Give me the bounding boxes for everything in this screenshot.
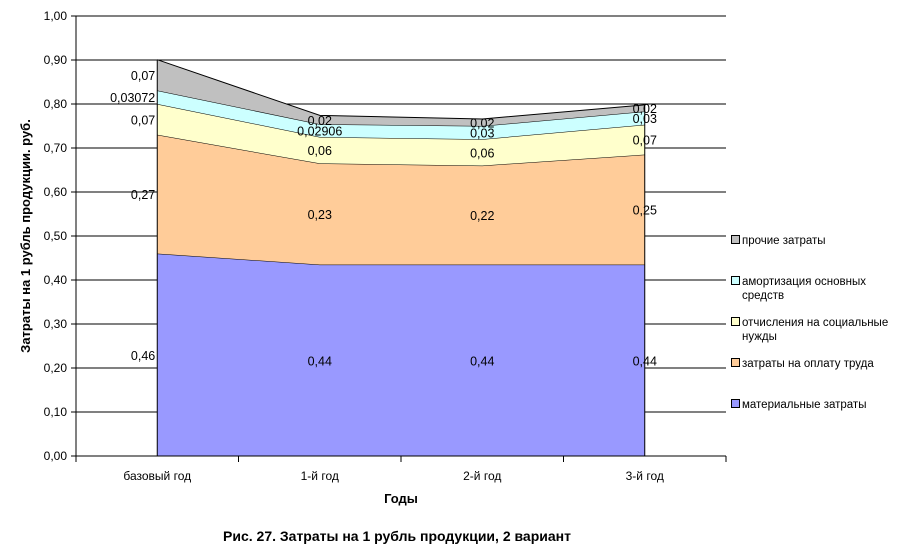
- legend-label: затраты на оплату труда: [742, 358, 874, 370]
- area-series: [157, 104, 645, 166]
- data-label: 0,06: [308, 144, 332, 158]
- legend-swatch: [731, 235, 740, 244]
- legend-item: затраты на оплату труда: [731, 353, 896, 394]
- y-tick-label: 0,90: [44, 53, 68, 67]
- legend-label: прочие затраты: [742, 235, 826, 247]
- area-series: [157, 59, 645, 127]
- data-label: 0,25: [633, 204, 657, 218]
- legend-label: отчисления на социальные нужды: [742, 317, 889, 343]
- data-label: 0,07: [131, 113, 155, 127]
- legend-swatch: [731, 358, 740, 367]
- y-tick-label: 0,00: [44, 449, 68, 463]
- data-label: 0,02: [308, 114, 332, 128]
- y-tick-label: 0,50: [44, 229, 68, 243]
- legend-item: прочие затраты: [731, 230, 896, 271]
- y-tick-label: 0,10: [44, 405, 68, 419]
- area-series: [157, 134, 645, 265]
- legend-item: отчисления на социальные нужды: [731, 312, 896, 353]
- y-tick-label: 0,40: [44, 273, 68, 287]
- series-line: [157, 59, 645, 120]
- data-label: 0,23: [308, 208, 332, 222]
- legend-item: материальные затраты: [731, 394, 896, 435]
- chart-caption: Рис. 27. Затраты на 1 рубль продукции, 2…: [223, 528, 571, 544]
- data-label: 0,27: [131, 188, 155, 202]
- data-label: 0,07: [131, 69, 155, 83]
- data-label: 0,02906: [297, 125, 342, 139]
- data-label: 0,02: [633, 102, 657, 116]
- area-series: [157, 90, 645, 140]
- x-tick-label: базовый год: [123, 469, 191, 483]
- data-label: 0,06: [470, 146, 494, 160]
- data-label: 0,44: [470, 354, 494, 368]
- data-label: 0,46: [131, 349, 155, 363]
- data-label: 0,03: [470, 127, 494, 141]
- data-label: 0,44: [308, 354, 332, 368]
- x-tick-label: 2-й год: [463, 469, 501, 483]
- data-label: 0,03: [633, 112, 657, 126]
- y-tick-label: 0,80: [44, 97, 68, 111]
- y-tick-label: 0,60: [44, 185, 68, 199]
- legend-label: амортизация основных средств: [742, 276, 867, 302]
- legend-label: материальные затраты: [742, 399, 867, 411]
- data-label: 0,44: [633, 354, 657, 368]
- y-tick-label: 0,70: [44, 141, 68, 155]
- y-axis-title: Затраты на 1 рубль продукции. руб.: [18, 119, 33, 353]
- legend-swatch: [731, 399, 740, 408]
- y-tick-label: 0,30: [44, 317, 68, 331]
- data-label: 0,03072: [110, 91, 155, 105]
- x-tick-label: 1-й год: [301, 469, 339, 483]
- chart-legend: прочие затраты амортизация основных средс…: [731, 230, 896, 435]
- legend-swatch: [731, 317, 740, 326]
- y-tick-label: 1,00: [44, 9, 68, 23]
- legend-swatch: [731, 276, 740, 285]
- data-label: 0,07: [633, 134, 657, 148]
- data-label: 0,22: [470, 209, 494, 223]
- x-axis-title: Годы: [384, 491, 418, 506]
- data-label: 0,02: [470, 116, 494, 130]
- area-series: [157, 253, 645, 456]
- y-tick-label: 0,20: [44, 361, 68, 375]
- x-tick-label: 3-й год: [626, 469, 664, 483]
- legend-item: амортизация основных средств: [731, 271, 896, 312]
